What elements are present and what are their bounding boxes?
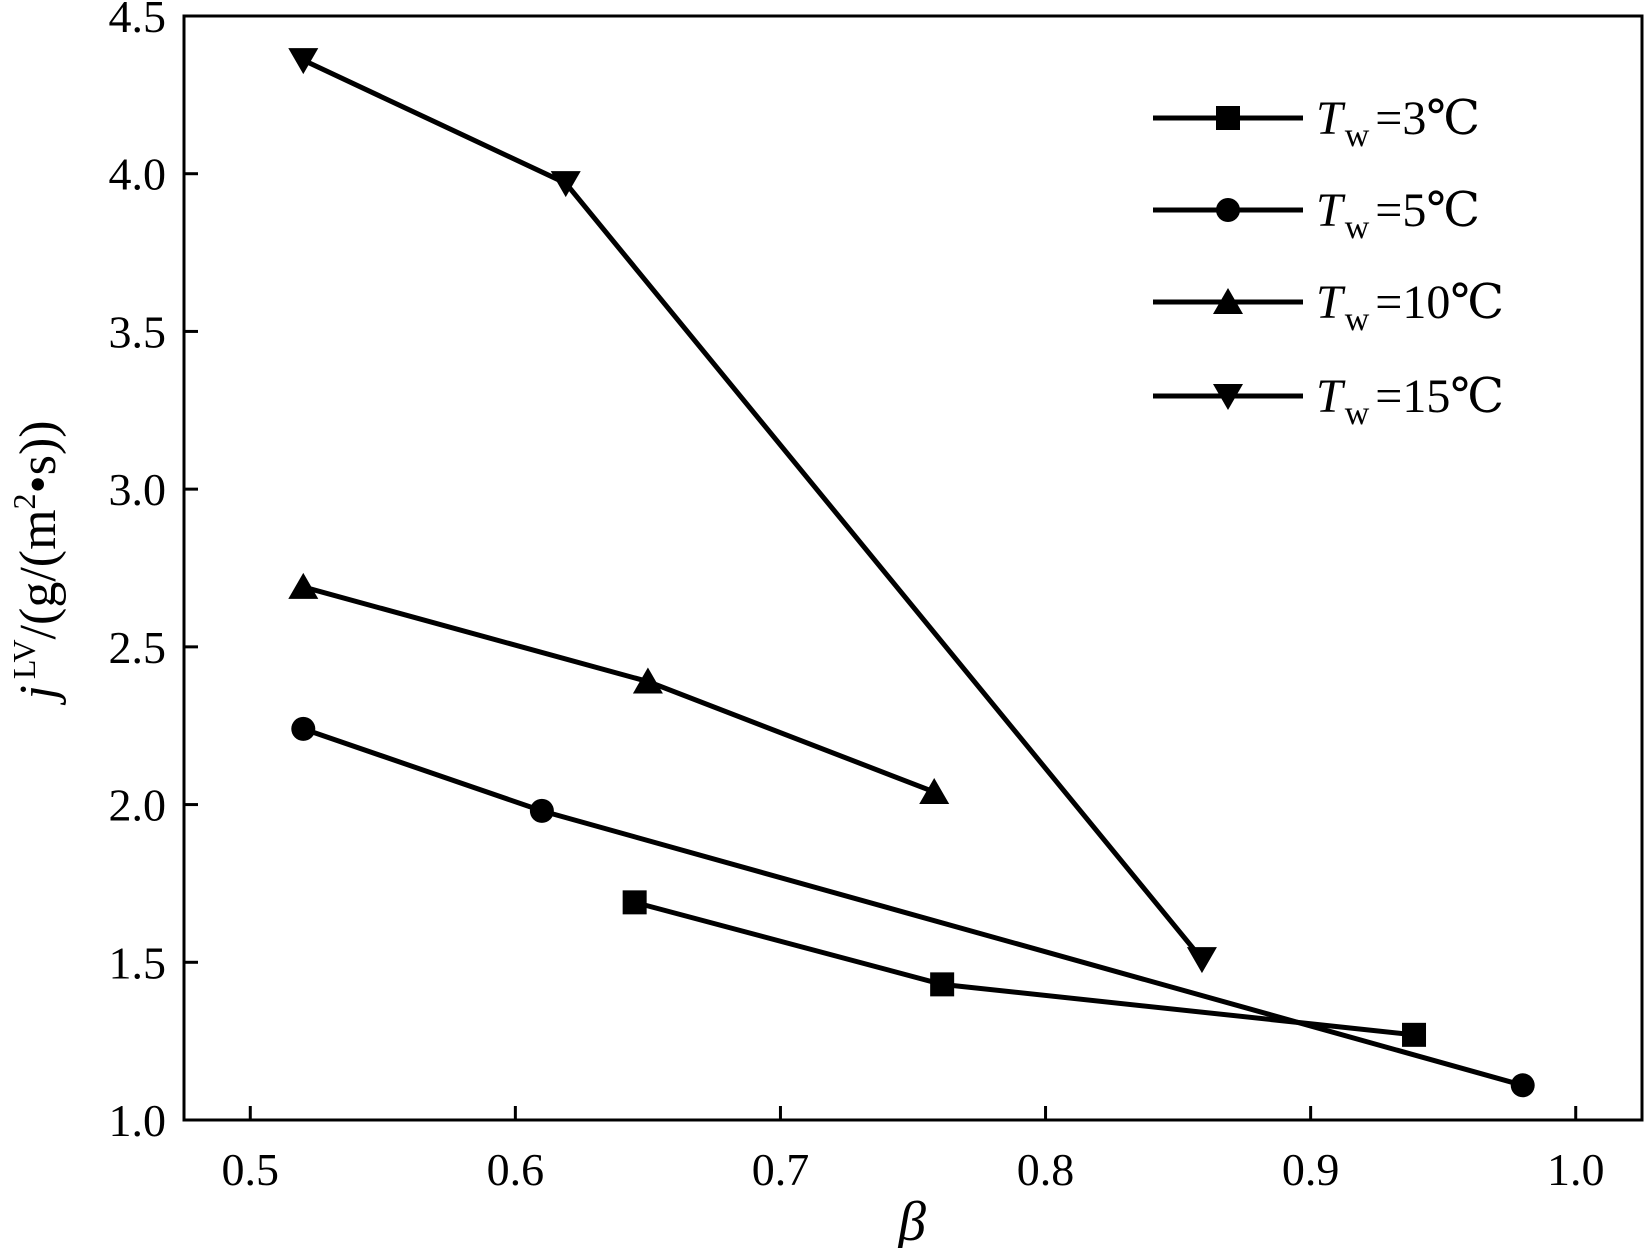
y-tick-label: 2.0 — [109, 780, 167, 831]
legend-symbol: T — [1316, 92, 1346, 145]
legend: Tw =3℃Tw =5℃Tw =10℃Tw =15℃ — [1153, 92, 1504, 432]
y-axis-symbol: j — [10, 685, 67, 705]
legend-symbol: T — [1316, 184, 1346, 237]
y-axis-ticks: 1.0 1.5 2.0 2.5 3.0 3.5 4.0 4.5 — [109, 0, 198, 1146]
data-point — [632, 667, 663, 694]
legend-item: Tw =15℃ — [1153, 370, 1504, 432]
data-point — [930, 972, 955, 997]
y-axis-unit-before: /(g/(m — [10, 509, 67, 639]
data-point — [1510, 1073, 1535, 1098]
legend-symbol: T — [1316, 276, 1346, 329]
legend-label: Tw =5℃ — [1316, 184, 1480, 246]
legend-label: Tw =15℃ — [1316, 370, 1504, 432]
data-point — [291, 716, 316, 741]
legend-label: Tw =10℃ — [1316, 276, 1504, 338]
y-tick-label: 4.0 — [109, 149, 167, 200]
legend-item: Tw =5℃ — [1153, 184, 1480, 246]
y-axis-label: j LV/(g/(m2•s)) — [6, 420, 67, 705]
legend-marker — [1213, 288, 1243, 314]
data-point — [919, 777, 950, 804]
legend-subscript: w — [1345, 209, 1370, 246]
data-point — [288, 572, 319, 599]
x-tick-label: 0.5 — [222, 1144, 280, 1195]
legend-symbol: T — [1316, 370, 1346, 423]
series-line — [634, 899, 1415, 1038]
legend-marker — [1216, 198, 1240, 222]
legend-subscript: w — [1345, 395, 1370, 432]
legend-subscript: w — [1345, 117, 1370, 154]
series-square — [622, 890, 1427, 1047]
data-point — [622, 890, 647, 915]
x-tick-label: 0.8 — [1017, 1144, 1075, 1195]
legend-value: =15℃ — [1375, 370, 1504, 423]
y-tick-label: 4.5 — [109, 0, 167, 42]
legend-subscript: w — [1345, 301, 1370, 338]
x-axis-label: β — [897, 1191, 926, 1248]
y-tick-label: 1.5 — [109, 937, 167, 988]
series-layer — [288, 48, 1535, 1098]
data-point — [1186, 947, 1217, 974]
y-tick-label: 2.5 — [109, 622, 167, 673]
data-point — [1402, 1022, 1427, 1047]
legend-item: Tw =10℃ — [1153, 276, 1504, 338]
data-point — [550, 171, 581, 198]
series-triangle-down — [288, 48, 1217, 974]
series-circle — [291, 716, 1535, 1098]
legend-value: =10℃ — [1375, 276, 1504, 329]
legend-value: =3℃ — [1375, 92, 1480, 145]
y-tick-label: 3.0 — [109, 464, 167, 515]
y-axis-superscript: LV — [6, 639, 42, 679]
y-axis-unit-power: 2 — [6, 493, 42, 509]
legend-marker — [1216, 106, 1240, 130]
series-triangle-up — [288, 572, 950, 804]
legend-item: Tw =3℃ — [1153, 92, 1480, 154]
x-axis-ticks: 0.5 0.6 0.7 0.8 0.9 1.0 — [222, 1106, 1605, 1195]
x-tick-label: 1.0 — [1547, 1144, 1605, 1195]
legend-label: Tw =3℃ — [1316, 92, 1480, 154]
x-tick-label: 0.9 — [1282, 1144, 1340, 1195]
data-point — [288, 48, 319, 75]
y-tick-label: 1.0 — [109, 1095, 167, 1146]
x-tick-label: 0.7 — [752, 1144, 810, 1195]
legend-value: =5℃ — [1375, 184, 1480, 237]
y-tick-label: 3.5 — [109, 306, 167, 357]
x-tick-label: 0.6 — [487, 1144, 545, 1195]
legend-marker — [1213, 384, 1243, 410]
data-point — [529, 798, 554, 823]
series-line — [302, 57, 1204, 961]
y-axis-unit-after: •s)) — [10, 420, 67, 493]
plot-area — [182, 14, 1644, 1122]
